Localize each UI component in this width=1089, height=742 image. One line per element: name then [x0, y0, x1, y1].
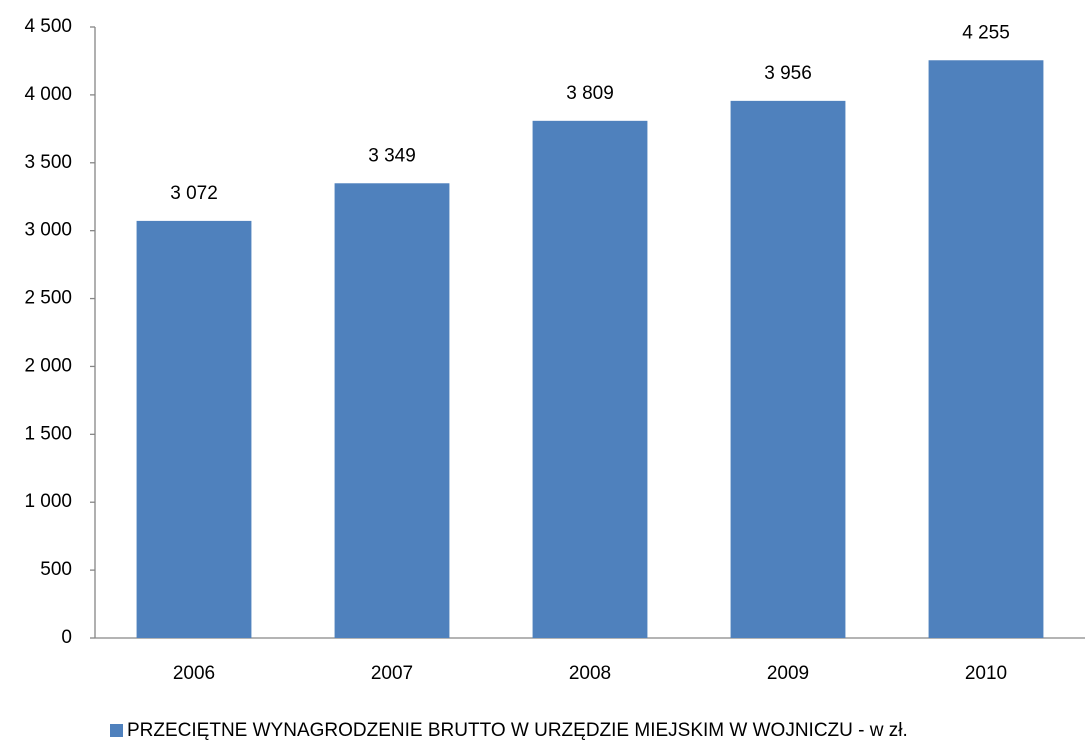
y-tick-label: 500 — [40, 559, 72, 580]
data-label: 3 956 — [764, 63, 812, 84]
y-tick-label: 0 — [61, 627, 72, 648]
y-tick-label: 3 000 — [24, 220, 72, 241]
x-tick-label: 2009 — [767, 663, 809, 684]
data-label: 3 072 — [170, 183, 218, 204]
x-tick-label: 2007 — [371, 663, 413, 684]
bar — [136, 220, 252, 638]
legend-label: PRZECIĘTNE WYNAGRODZENIE BRUTTO W URZĘDZ… — [127, 720, 908, 741]
legend-swatch — [110, 724, 123, 737]
x-tick-label: 2010 — [965, 663, 1007, 684]
bar — [928, 60, 1044, 638]
data-label: 3 809 — [566, 83, 614, 104]
y-tick-label: 4 500 — [24, 16, 72, 37]
y-tick-label: 2 500 — [24, 288, 72, 309]
bar — [532, 120, 648, 638]
y-tick-label: 4 000 — [24, 84, 72, 105]
data-label: 3 349 — [368, 145, 416, 166]
y-tick-label: 1 000 — [24, 491, 72, 512]
bar — [730, 100, 846, 639]
y-tick-label: 2 000 — [24, 355, 72, 376]
y-tick-label: 1 500 — [24, 423, 72, 444]
x-tick-label: 2008 — [569, 663, 611, 684]
x-tick-label: 2006 — [173, 663, 215, 684]
bar — [334, 183, 450, 639]
y-tick-label: 3 500 — [24, 152, 72, 173]
data-label: 4 255 — [962, 22, 1010, 43]
